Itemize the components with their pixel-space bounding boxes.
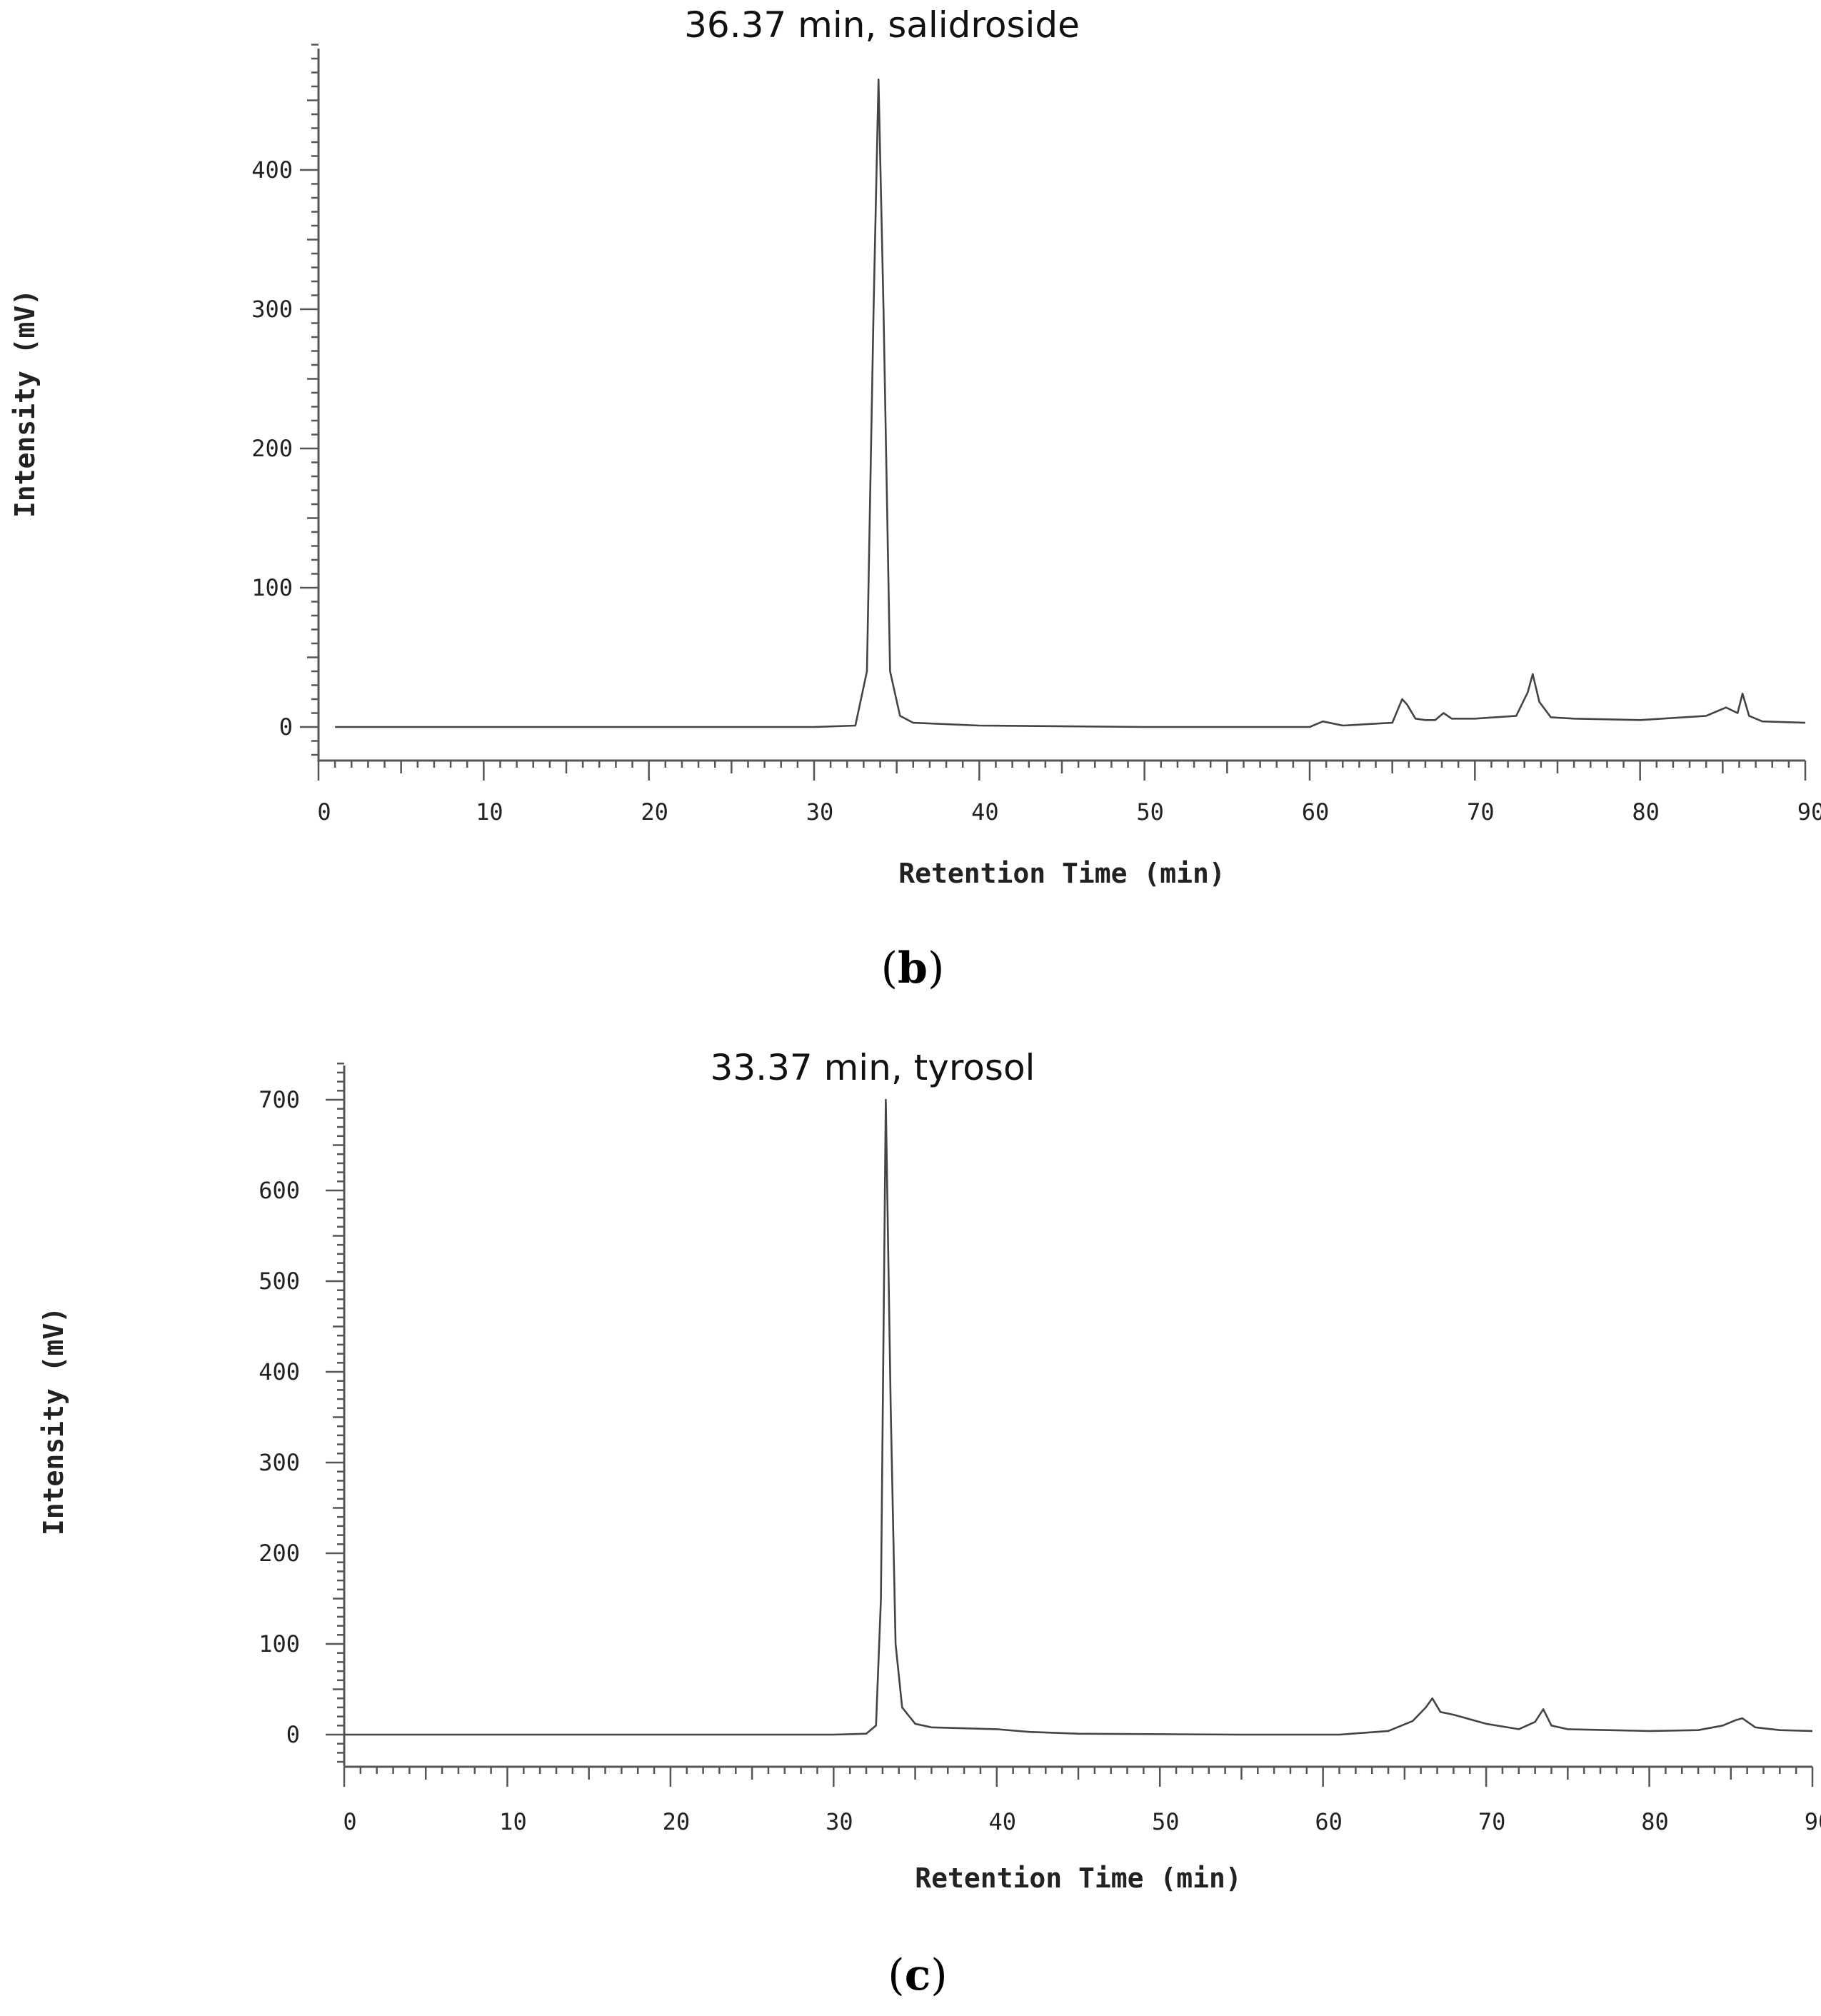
y-tick-label: 300 <box>251 296 293 323</box>
tick-labels: 0 100 200 300 400 0 10 20 30 40 50 60 70 80 90 <box>251 156 1821 826</box>
x-tick-label: 80 <box>1641 1808 1669 1835</box>
y-axis-label: Intensity (mV) <box>38 1307 69 1535</box>
x-tick-label: 60 <box>1302 798 1330 826</box>
y-tick-label: 0 <box>279 713 293 741</box>
x-tick-label: 40 <box>989 1808 1017 1835</box>
panel-letter: c <box>905 1950 931 2000</box>
y-tick-label: 500 <box>259 1268 300 1295</box>
tick-labels: 0 100 200 300 400 500 600 700 0 10 20 30 40 50 60 70 80 9… <box>259 1086 1821 1835</box>
x-axis-label: Retention Time (min) <box>898 858 1225 889</box>
y-tick-label: 400 <box>259 1358 300 1385</box>
x-tick-label: 10 <box>499 1808 527 1835</box>
x-tick-label: 70 <box>1478 1808 1506 1835</box>
x-tick-label: 60 <box>1315 1808 1343 1835</box>
x-tick-label: 30 <box>826 1808 853 1835</box>
y-tick-label: 0 <box>286 1721 300 1748</box>
x-tick-label: 20 <box>641 798 668 826</box>
x-tick-label: 70 <box>1467 798 1495 826</box>
chromatogram-b: 36.37 min, salidroside 0 100 200 300 400 0 10 2… <box>9 4 1821 993</box>
y-tick-label: 200 <box>251 435 293 462</box>
x-tick-label: 80 <box>1632 798 1660 826</box>
x-tick-label: 40 <box>971 798 999 826</box>
panel-label: (b) <box>881 943 945 993</box>
y-tick-label: 300 <box>259 1449 300 1476</box>
axis-ticks <box>326 1062 1814 1787</box>
peak-annotation: 36.37 min, salidroside <box>684 4 1080 46</box>
chromatogram-c: 33.37 min, tyrosol 010020030040050060070… <box>38 1047 1821 2000</box>
chromatogram-trace <box>344 1098 1813 1736</box>
y-tick-label: 400 <box>251 156 293 184</box>
chromatogram-trace <box>335 79 1806 728</box>
y-axis-label: Intensity (mV) <box>9 289 41 518</box>
x-tick-label: 90 <box>1805 1808 1821 1835</box>
y-tick-label: 600 <box>259 1177 300 1204</box>
y-tick-label: 700 <box>259 1086 300 1113</box>
x-tick-label: 50 <box>1152 1808 1180 1835</box>
x-tick-label: 90 <box>1797 798 1821 826</box>
x-tick-label: 0 <box>343 1808 356 1835</box>
x-tick-label: 20 <box>663 1808 691 1835</box>
y-tick-label: 100 <box>259 1630 300 1658</box>
panel-letter: b <box>898 943 928 993</box>
x-axis-label: Retention Time (min) <box>915 1862 1242 1894</box>
peak-annotation: 33.37 min, tyrosol <box>711 1047 1035 1088</box>
x-tick-label: 10 <box>476 798 503 826</box>
y-tick-label: 200 <box>259 1540 300 1567</box>
x-tick-label: 30 <box>806 798 834 826</box>
y-tick-label: 100 <box>251 574 293 601</box>
x-tick-label: 0 <box>317 798 331 826</box>
panel-label: (c) <box>888 1950 947 2000</box>
axis-ticks <box>300 44 1807 781</box>
x-tick-label: 50 <box>1136 798 1164 826</box>
